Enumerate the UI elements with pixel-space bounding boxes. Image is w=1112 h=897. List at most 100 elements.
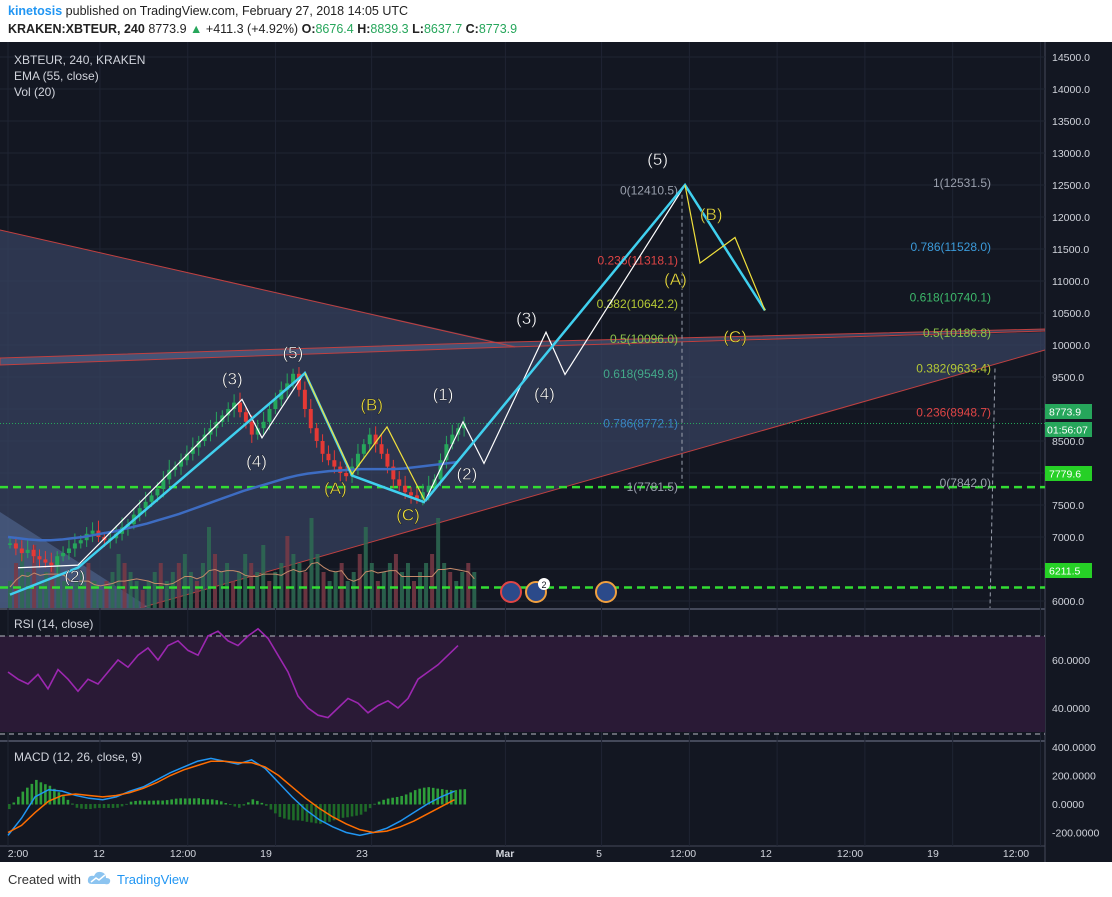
price-tick-label: 12500.0: [1052, 180, 1090, 192]
author-link[interactable]: kinetosis: [8, 4, 63, 18]
candle-body: [391, 466, 396, 480]
volume-bar: [62, 581, 67, 608]
macd-hist-bar: [445, 789, 449, 805]
high-value: 8839.3: [370, 22, 409, 36]
event-count-text: 2: [541, 580, 546, 590]
event-marker-icon[interactable]: [595, 581, 617, 603]
volume-bar: [448, 572, 453, 608]
volume-bar: [176, 563, 181, 608]
level2-badge-text: 6211.5: [1049, 566, 1080, 578]
macd-hist-bar: [17, 796, 20, 805]
macd-hist-bar: [129, 801, 133, 805]
wave-impulse-white[interactable]: [17, 371, 306, 569]
macd-hist-bar: [143, 800, 146, 805]
candle-body: [37, 556, 42, 560]
candle-body: [167, 469, 172, 480]
macd-hist-bar: [418, 788, 421, 805]
lower-trendline[interactable]: [139, 349, 1045, 608]
candle-body: [326, 453, 331, 461]
price-tick-label: 9500.0: [1052, 372, 1084, 384]
candle-body: [238, 402, 242, 413]
macd-tick-label: 400.0000: [1052, 742, 1096, 754]
rsi-axis[interactable]: 60.0000 40.0000: [1052, 655, 1090, 715]
macd-hist-bar: [179, 798, 182, 805]
volume-bar: [164, 581, 169, 608]
price-tick-label: 6000.0: [1052, 596, 1084, 608]
candle-body: [420, 492, 425, 499]
legend-ema[interactable]: EMA (55, close): [14, 69, 99, 83]
volume-bar: [50, 563, 55, 608]
legend-symbol[interactable]: XBTEUR, 240, KRAKEN: [14, 53, 145, 67]
volume-bar: [249, 563, 254, 608]
wave-label: (A): [324, 479, 347, 498]
price-chart[interactable]: 0(12410.5)0.236(11318.1)0.382(10642.2)0.…: [0, 42, 1112, 862]
macd-hist-bar: [247, 802, 250, 805]
last-price-badge-text: 8773.9: [1049, 407, 1081, 419]
legend-vol[interactable]: Vol (20): [14, 85, 55, 99]
candle-body: [90, 530, 95, 534]
tradingview-brand-link[interactable]: TradingView: [117, 872, 189, 887]
price-tick-label: 13000.0: [1052, 148, 1090, 160]
event-markers[interactable]: 2: [500, 578, 617, 603]
volume-bar: [237, 572, 242, 608]
time-axis[interactable]: 2:00 12 12:00 19 23 Mar 5 12:00 12 12:00 19 12:00: [8, 848, 1030, 860]
macd-hist-bar: [188, 798, 191, 805]
macd-hist-bar: [386, 798, 390, 805]
volume-bar: [297, 563, 302, 608]
fib-retracements[interactable]: 0(12410.5)0.236(11318.1)0.382(10642.2)0.…: [597, 176, 996, 608]
volume-bar: [213, 554, 218, 608]
macd-hist-bar: [111, 804, 115, 808]
candle-body: [314, 428, 319, 441]
macd-hist-bar: [165, 800, 169, 805]
fib-right-label: 0.618(10740.1): [910, 291, 991, 305]
macd-hist-bar: [75, 804, 79, 808]
macd-hist-bar: [427, 787, 431, 805]
legend-macd[interactable]: MACD (12, 26, close, 9): [14, 750, 142, 764]
wave-label: (5): [647, 150, 668, 169]
volume-bar: [273, 572, 278, 608]
volume-bar: [393, 554, 398, 608]
wave-projection-yellow[interactable]: [684, 184, 766, 311]
macd-hist-bar: [84, 804, 88, 810]
horizontal-levels[interactable]: [0, 422, 1045, 589]
candle-body: [19, 548, 24, 553]
volume-bar: [104, 581, 109, 608]
legend-rsi[interactable]: RSI (14, close): [14, 617, 93, 631]
macd-hist-bar: [368, 804, 372, 809]
wave-label: (2): [64, 567, 85, 586]
macd-hist-bar: [183, 798, 187, 805]
macd-hist-bar: [449, 790, 453, 805]
high-label: H:: [357, 22, 371, 36]
elliott-wave-lines[interactable]: [9, 182, 767, 596]
upper-trendline[interactable]: [0, 229, 516, 348]
candle-body: [66, 548, 71, 553]
wave-projection-white[interactable]: [424, 184, 686, 502]
candle-body: [261, 421, 266, 429]
macd-axis[interactable]: 400.0000 200.0000 0.0000 -200.0000: [1052, 742, 1099, 840]
macd-hist-bar: [301, 804, 304, 821]
ema-line: [7, 460, 458, 542]
macd-hist-bar: [224, 803, 228, 805]
volume-bar: [140, 590, 145, 608]
macd-hist-bar: [454, 790, 458, 805]
volume-bar: [303, 572, 308, 608]
candle-body: [367, 434, 372, 445]
macd-hist-bar: [260, 802, 264, 805]
price-axis[interactable]: 14500.0 14000.0 13500.0 13000.0 12500.0 12000…: [1052, 52, 1090, 608]
resistance-band[interactable]: [0, 328, 1045, 366]
candle-body: [72, 543, 77, 549]
event-marker-icon[interactable]: [500, 581, 522, 603]
volume-bar: [387, 563, 392, 608]
volume-ma-line: [9, 561, 475, 588]
volume-bar: [231, 581, 236, 608]
wave-label: (1): [433, 385, 454, 404]
time-tick-label: 23: [356, 848, 368, 860]
macd-hist-bar: [364, 804, 367, 812]
open-label: O:: [301, 22, 316, 36]
macd-tick-label: 200.0000: [1052, 771, 1096, 783]
wave-corrective-yellow[interactable]: [304, 372, 426, 502]
wedge-pattern[interactable]: [0, 230, 1045, 608]
volume-bar: [243, 554, 248, 608]
volume-bar: [309, 518, 314, 608]
chart-header: kinetosis published on TradingView.com, …: [0, 0, 1112, 42]
